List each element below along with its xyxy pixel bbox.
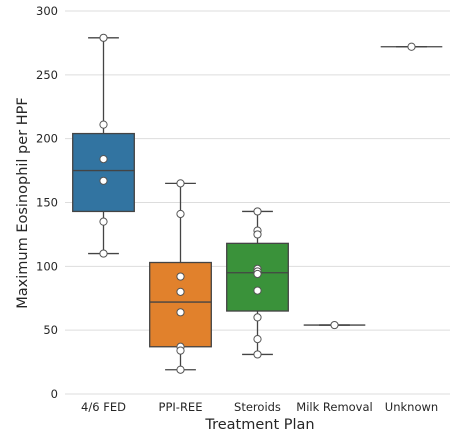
y-tick-label: 250 xyxy=(36,68,58,82)
data-point xyxy=(176,287,185,296)
x-tick-label: Milk Removal xyxy=(296,400,372,414)
data-point xyxy=(176,272,185,281)
x-tick-label: Unknown xyxy=(385,400,438,414)
data-point xyxy=(176,346,185,355)
data-point xyxy=(253,350,262,359)
y-tick-label: 200 xyxy=(36,132,58,146)
data-point xyxy=(99,33,108,42)
x-tick-label: PPI-REE xyxy=(159,400,203,414)
y-tick-label: 150 xyxy=(36,196,58,210)
y-tick-label: 300 xyxy=(36,4,58,18)
data-point xyxy=(99,154,108,164)
x-tick-label: Steroids xyxy=(234,400,281,414)
x-axis-title: Treatment Plan xyxy=(204,417,314,433)
box-body xyxy=(72,132,135,213)
data-point xyxy=(99,176,108,185)
data-point xyxy=(253,207,262,216)
data-point xyxy=(176,308,185,317)
data-point xyxy=(253,335,262,344)
y-tick-label: 0 xyxy=(51,387,58,401)
data-point xyxy=(253,286,262,295)
data-point xyxy=(99,217,108,226)
x-tick-labels: 4/6 FED PPI-REE Steroids Milk Removal Unknow… xyxy=(81,400,438,414)
y-axis-title: Maximum Eosinophil per HPF xyxy=(15,97,31,308)
data-point xyxy=(176,179,185,188)
data-point xyxy=(253,269,262,279)
x-tick-label: 4/6 FED xyxy=(81,400,126,414)
y-tick-label: 100 xyxy=(36,259,58,273)
data-point xyxy=(253,230,262,239)
box-1 xyxy=(72,37,135,255)
boxes-layer xyxy=(72,37,443,371)
data-point xyxy=(253,313,262,322)
data-point xyxy=(99,249,108,258)
data-point xyxy=(176,209,185,219)
data-point xyxy=(99,120,108,129)
data-point xyxy=(407,42,416,51)
points-layer xyxy=(99,33,416,374)
data-point xyxy=(176,365,185,374)
data-point xyxy=(330,320,339,330)
y-tick-label: 50 xyxy=(43,323,58,337)
y-tick-labels: 0 50 100 150 200 250 300 xyxy=(36,4,58,401)
